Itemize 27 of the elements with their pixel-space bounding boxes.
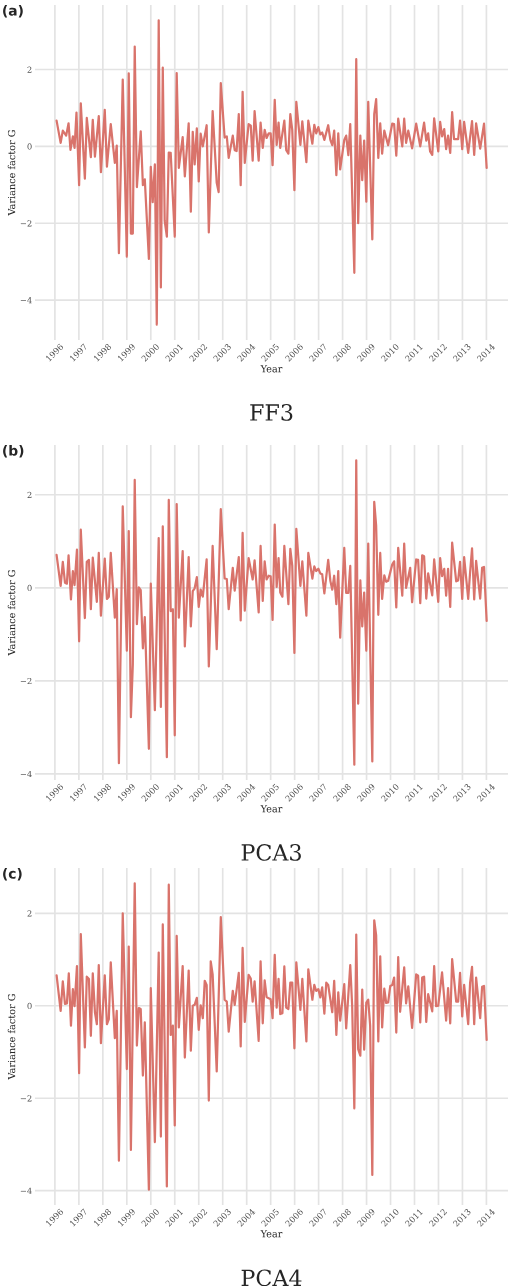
line-series [55,19,488,326]
y-tick-label: 0 [27,1002,32,1010]
text: (c) [3,868,22,881]
y-tick-label: −4 [20,770,32,778]
text: PCA3 [241,844,301,861]
text: (a) [3,5,23,18]
x-axis-title: Year [260,805,283,813]
y-tick-label: −2 [20,220,32,227]
y-tick-label: 2 [27,491,32,498]
y-tick-label: 2 [27,910,32,917]
x-axis-title: Year [260,365,283,373]
text: (b) [3,445,24,458]
y-tick-label: 2 [27,66,32,73]
y-axis-title: Variance factor G [7,994,16,1080]
y-tick-label: 0 [27,584,32,592]
y-tick-label: −2 [20,1095,32,1102]
y-tick-label: 0 [27,143,32,150]
y-axis-title: Variance factor G [7,570,16,656]
line-series [55,459,488,766]
y-axis-title: Variance factor G [7,130,16,216]
y-tick-label: −2 [20,677,32,685]
x-axis-title: Year [260,1230,283,1238]
text: FF3 [250,404,293,421]
text: PCA4 [241,1269,302,1286]
y-tick-label: −4 [20,297,32,304]
line-series [55,882,488,1191]
y-tick-label: −4 [20,1187,32,1194]
